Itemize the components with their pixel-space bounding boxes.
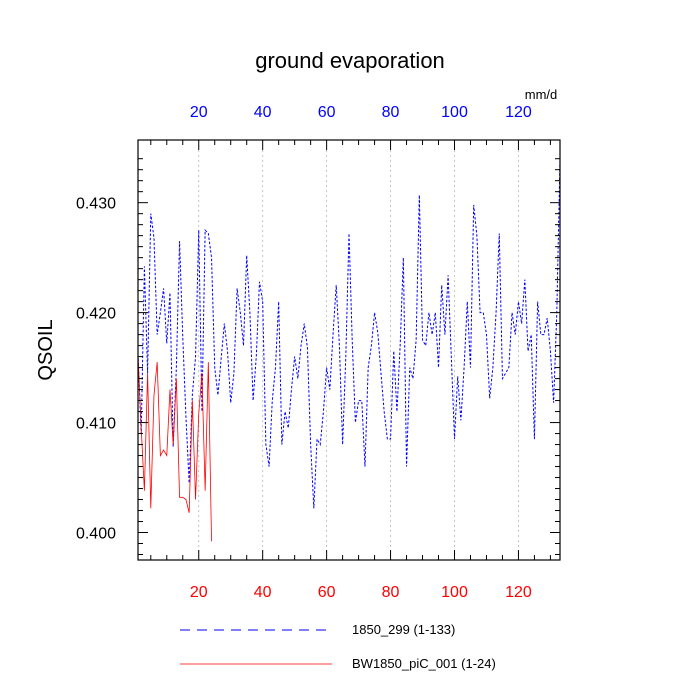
y-tick-label-0.400: 0.400 [76, 526, 116, 543]
legend: 1850_299 (1-133) BW1850_piC_001 (1-24) [180, 622, 496, 671]
series-line-bw1850-pic-001 [137, 354, 212, 542]
top-tick-label-80: 80 [382, 104, 400, 121]
plot-frame [137, 139, 561, 561]
y-tick-label-0.420: 0.420 [76, 306, 116, 323]
y-axis-label: QSOIL [35, 319, 57, 380]
legend-label-1850-299: 1850_299 (1-133) [352, 622, 455, 637]
top-axis-units: mm/d [525, 87, 558, 102]
bottom-tick-label-60: 60 [318, 584, 336, 601]
bottom-tick-label-20: 20 [190, 584, 208, 601]
top-tick-label-20: 20 [190, 104, 208, 121]
top-tick-label-40: 40 [254, 104, 272, 121]
axis-tick-labels: 20 40 60 80 100 120 20 40 60 80 100 120 0.400 0.410 0.… [76, 104, 532, 601]
y-tick-label-0.410: 0.410 [76, 416, 116, 433]
legend-label-bw1850-pic-001: BW1850_piC_001 (1-24) [352, 656, 496, 671]
top-tick-label-100: 100 [441, 104, 468, 121]
bottom-tick-label-120: 120 [505, 584, 532, 601]
top-tick-label-60: 60 [318, 104, 336, 121]
axis-ticks [138, 140, 560, 560]
bottom-tick-label-80: 80 [382, 584, 400, 601]
series-layer [137, 158, 561, 542]
series-line-1850-299 [137, 158, 561, 509]
y-tick-label-0.430: 0.430 [76, 196, 116, 213]
chart-title: ground evaporation [255, 48, 445, 73]
bottom-tick-label-100: 100 [441, 584, 468, 601]
vertical-gridlines [198, 140, 519, 560]
top-tick-label-120: 120 [505, 104, 532, 121]
bottom-tick-label-40: 40 [254, 584, 272, 601]
